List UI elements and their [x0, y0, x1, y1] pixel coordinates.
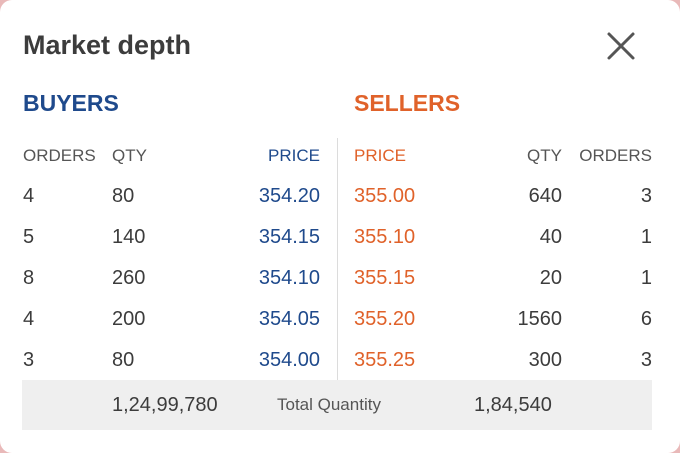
- cell-sell-qty: 40: [539, 226, 562, 248]
- cell-sell-qty: 1560: [517, 308, 563, 330]
- cell-buy-price: 354.10: [258, 267, 320, 289]
- cell-sell-qty: 640: [528, 185, 562, 207]
- cell-buy-orders: 5: [23, 226, 35, 248]
- cell-sell-qty: 20: [539, 267, 562, 289]
- cell-buy-orders: 8: [23, 267, 35, 289]
- cell-buy-qty: 140: [112, 226, 146, 248]
- sellers-heading: SELLERS: [354, 90, 461, 116]
- cell-sell-orders: 6: [640, 308, 652, 330]
- cell-sell-price: 355.10: [354, 226, 416, 248]
- cell-sell-orders: 1: [640, 226, 652, 248]
- cell-buy-price: 354.05: [258, 308, 320, 330]
- cell-sell-price: 355.20: [354, 308, 416, 330]
- header-buy-qty: QTY: [112, 146, 147, 165]
- cell-buy-price: 354.15: [258, 226, 320, 248]
- cell-buy-price: 354.00: [258, 349, 320, 371]
- cell-buy-price: 354.20: [258, 185, 320, 207]
- cell-sell-qty: 300: [528, 349, 562, 371]
- cell-buy-qty: 80: [112, 349, 135, 371]
- cell-buy-qty: 80: [112, 185, 135, 207]
- depth-row: 4 200 354.05 355.20 1560 6: [0, 299, 680, 340]
- cell-sell-price: 355.25: [354, 349, 416, 371]
- buy-total-quantity: 1,24,99,780: [112, 394, 218, 416]
- close-icon: [607, 32, 635, 60]
- depth-row: 3 80 354.00 355.25 300 3: [0, 340, 680, 381]
- depth-row: 4 80 354.20 355.00 640 3: [0, 176, 680, 217]
- header-sell-qty: QTY: [527, 146, 562, 165]
- cell-buy-orders: 4: [23, 185, 35, 207]
- cell-sell-orders: 3: [640, 349, 652, 371]
- cell-buy-qty: 260: [112, 267, 146, 289]
- header-sell-price: PRICE: [354, 146, 406, 165]
- cell-buy-orders: 4: [23, 308, 35, 330]
- header-buy-orders: ORDERS: [23, 146, 96, 165]
- cell-buy-orders: 3: [23, 349, 35, 371]
- total-quantity-label: Total Quantity: [277, 395, 381, 414]
- cell-buy-qty: 200: [112, 308, 146, 330]
- cell-sell-orders: 1: [640, 267, 652, 289]
- header-buy-price: PRICE: [268, 146, 320, 165]
- column-divider: [337, 138, 338, 381]
- close-button[interactable]: [603, 28, 639, 64]
- totals-bar: 1,24,99,780 Total Quantity 1,84,540: [22, 380, 652, 430]
- cell-sell-price: 355.00: [354, 185, 416, 207]
- header-sell-orders: ORDERS: [579, 146, 652, 165]
- cell-sell-price: 355.15: [354, 267, 416, 289]
- depth-row: 8 260 354.10 355.15 20 1: [0, 258, 680, 299]
- dialog-title: Market depth: [23, 30, 192, 60]
- depth-row: 5 140 354.15 355.10 40 1: [0, 217, 680, 258]
- cell-sell-orders: 3: [640, 185, 652, 207]
- buyers-heading: BUYERS: [23, 90, 119, 116]
- sell-total-quantity: 1,84,540: [474, 394, 552, 416]
